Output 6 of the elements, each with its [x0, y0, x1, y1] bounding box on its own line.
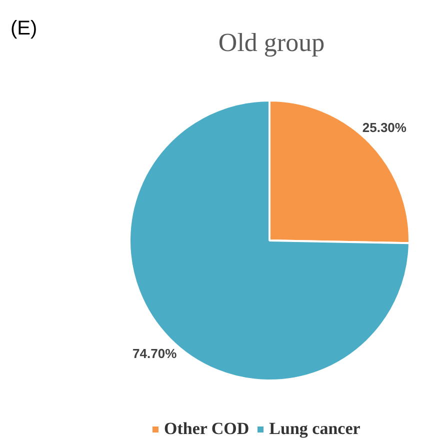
- data-label: 74.70%: [132, 346, 178, 361]
- legend-label: Other COD: [164, 419, 250, 439]
- text: (E): [10, 18, 38, 40]
- chart-title: Old group: [218, 28, 325, 57]
- data-label: 25.30%: [362, 120, 407, 136]
- legend-label: Lung cancer: [269, 419, 360, 439]
